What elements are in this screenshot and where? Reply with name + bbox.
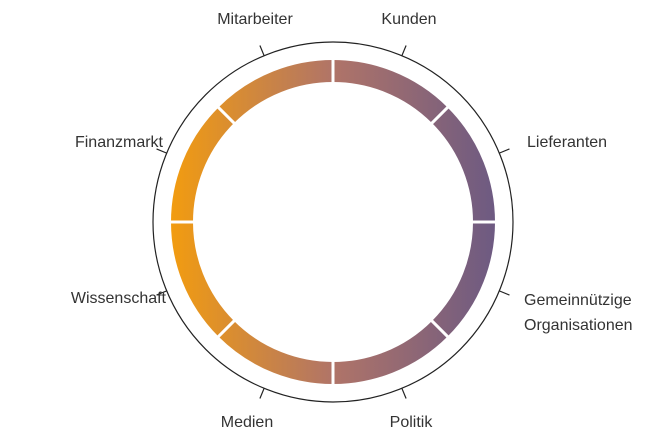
stakeholder-label: Finanzmarkt <box>75 134 164 151</box>
connector-tick <box>401 388 407 399</box>
stakeholder-label: Gemeinnützige <box>524 292 632 309</box>
connector-tick <box>259 388 265 399</box>
connector-tick <box>401 45 407 56</box>
stakeholder-label: Medien <box>221 414 273 431</box>
outer-circle <box>152 41 514 403</box>
connector-tick <box>499 290 510 296</box>
stakeholder-label: Wissenschaft <box>71 290 167 307</box>
stakeholder-label: Lieferanten <box>527 134 607 151</box>
segment-gap <box>215 318 237 340</box>
connector-tick <box>259 45 265 56</box>
stakeholder-label: Mitarbeiter <box>217 11 293 28</box>
stakeholder-label: Kunden <box>381 11 436 28</box>
stakeholder-label: Organisationen <box>524 317 633 334</box>
connector-tick <box>499 148 510 154</box>
connector-tick <box>156 148 167 154</box>
segment-gap <box>429 318 451 340</box>
segment-gap <box>429 104 451 126</box>
segment-gap <box>215 104 237 126</box>
connector-tick <box>156 290 167 296</box>
stakeholder-label: Politik <box>390 414 434 431</box>
